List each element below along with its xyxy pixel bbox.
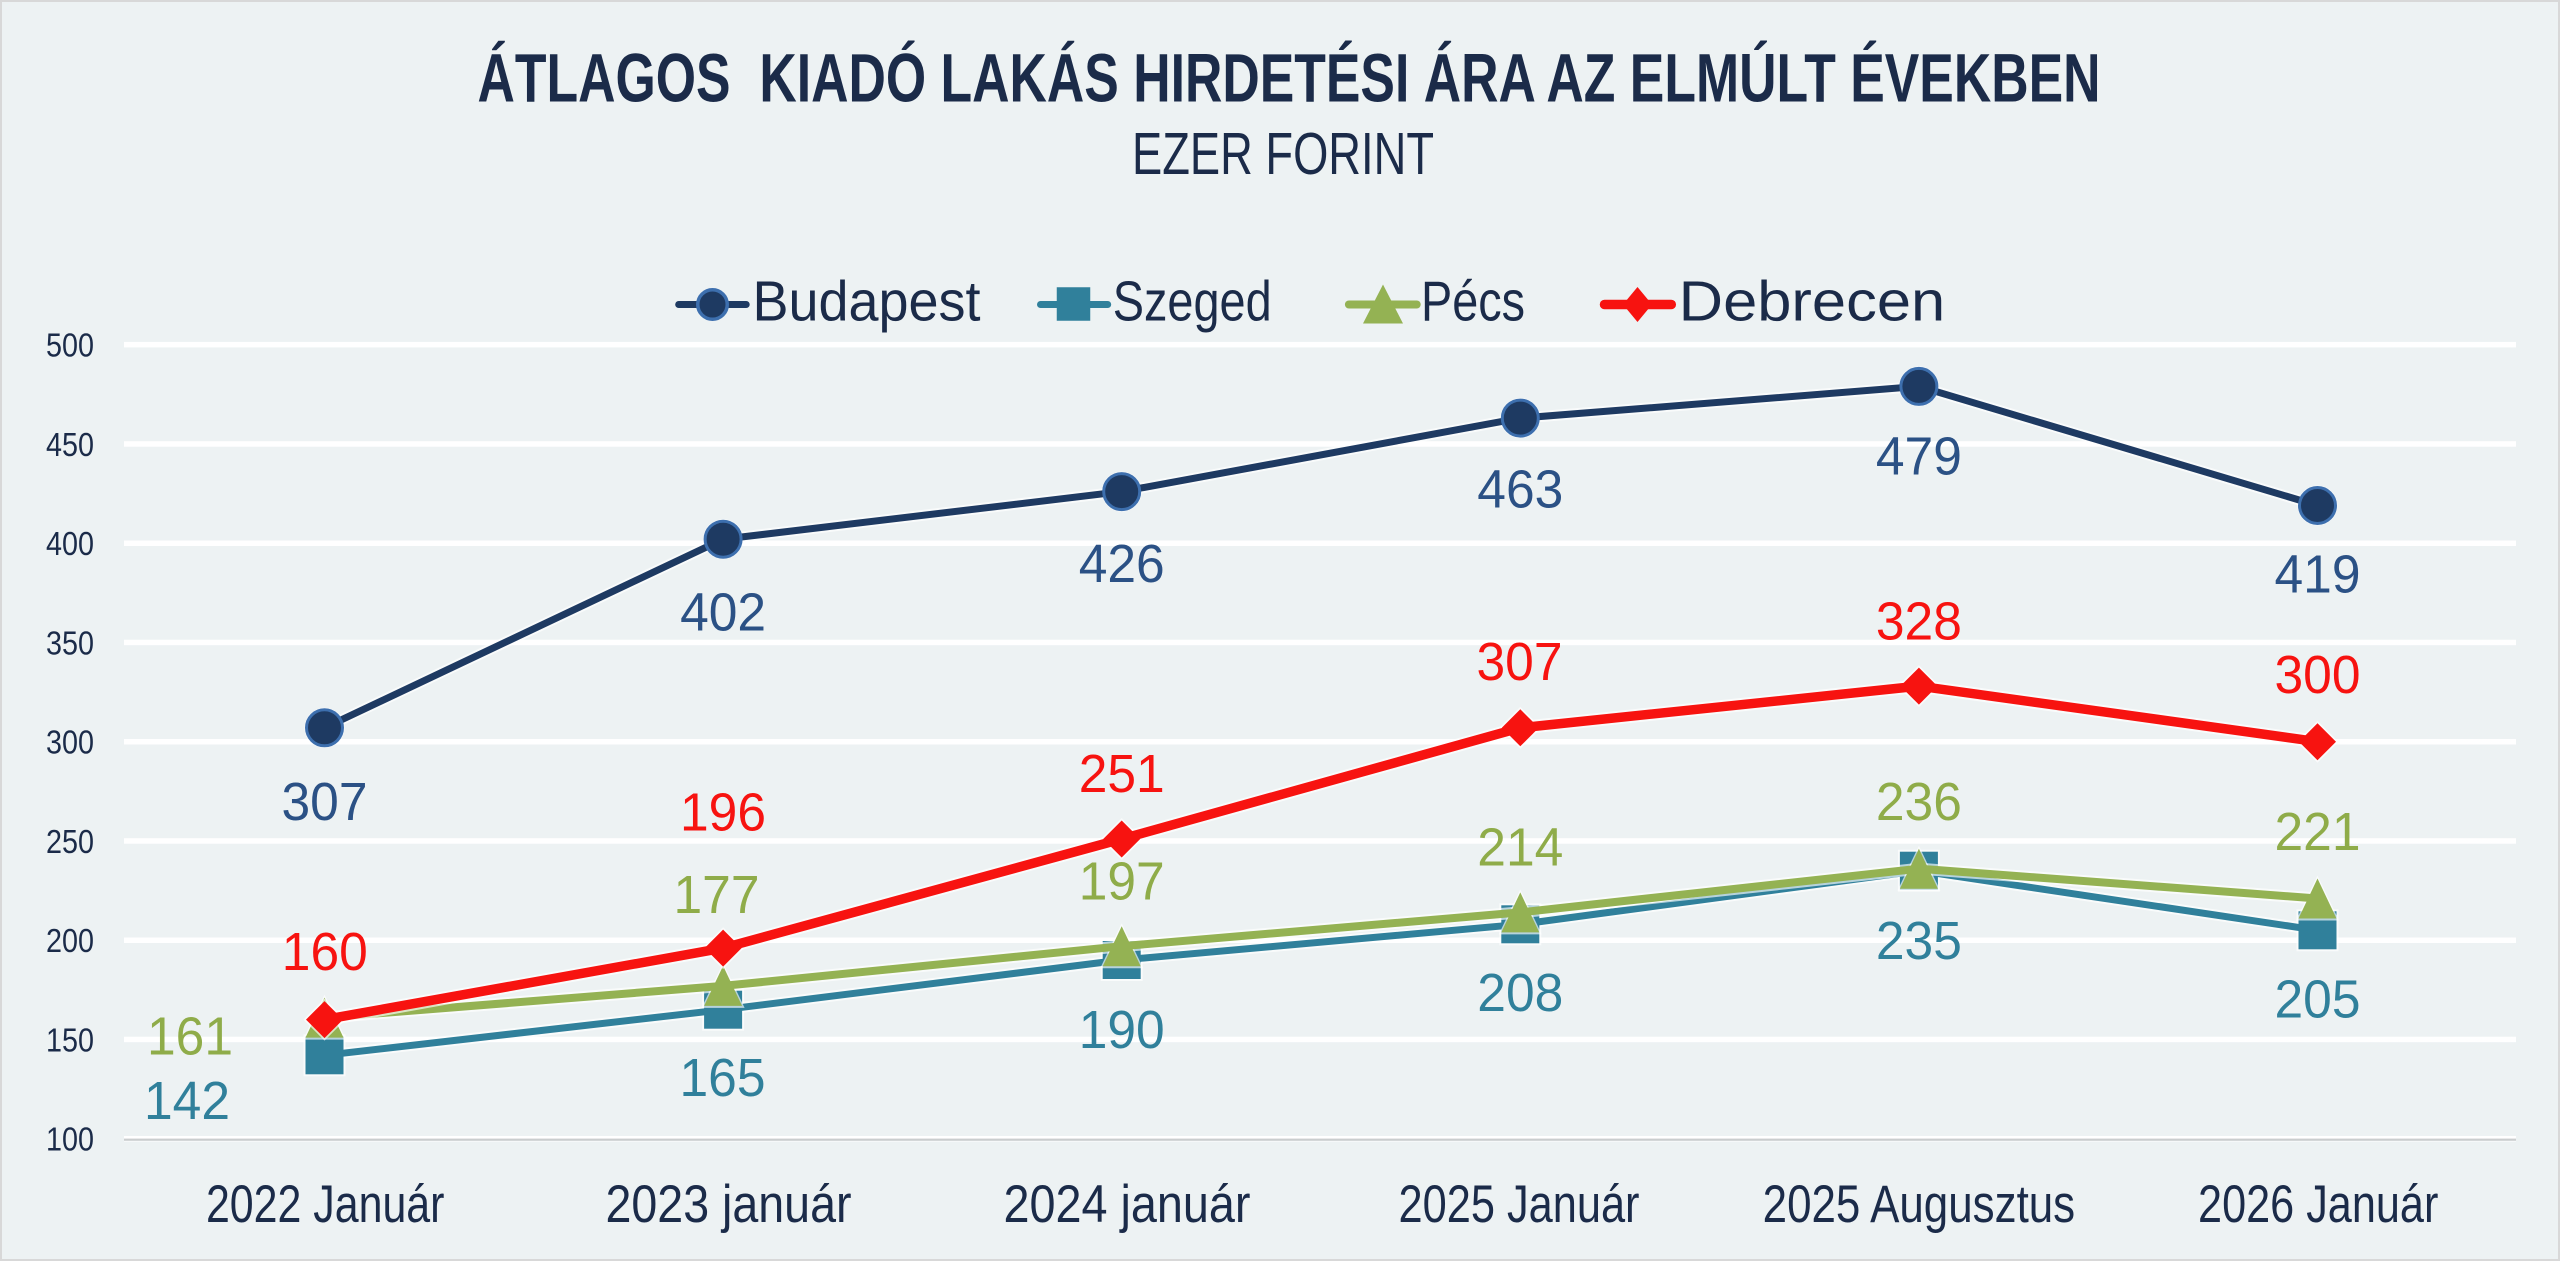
svg-text:100: 100 xyxy=(46,1121,94,1158)
svg-text:350: 350 xyxy=(46,625,94,662)
svg-text:235: 235 xyxy=(1876,911,1962,971)
svg-text:251: 251 xyxy=(1079,744,1165,804)
svg-text:Debrecen: Debrecen xyxy=(1679,270,1946,334)
svg-text:402: 402 xyxy=(680,583,766,643)
svg-text:Budapest: Budapest xyxy=(753,270,981,334)
svg-text:500: 500 xyxy=(46,327,94,364)
svg-text:Pécs: Pécs xyxy=(1421,270,1525,334)
svg-text:Szeged: Szeged xyxy=(1113,270,1272,334)
svg-text:161: 161 xyxy=(147,1007,233,1067)
svg-text:221: 221 xyxy=(2275,802,2361,862)
svg-text:300: 300 xyxy=(46,724,94,761)
svg-text:300: 300 xyxy=(2275,645,2361,705)
svg-text:307: 307 xyxy=(1477,632,1563,692)
svg-text:197: 197 xyxy=(1079,852,1165,912)
svg-text:400: 400 xyxy=(46,525,94,562)
svg-text:2025 Január: 2025 Január xyxy=(1399,1175,1640,1234)
svg-text:200: 200 xyxy=(46,922,94,959)
svg-text:205: 205 xyxy=(2275,969,2361,1029)
svg-text:236: 236 xyxy=(1876,772,1962,832)
svg-text:2023 január: 2023 január xyxy=(606,1175,852,1234)
svg-text:419: 419 xyxy=(2275,544,2361,604)
svg-text:250: 250 xyxy=(46,823,94,860)
svg-text:2025 Augusztus: 2025 Augusztus xyxy=(1763,1175,2076,1234)
svg-text:177: 177 xyxy=(674,865,760,925)
svg-text:ÁTLAGOS KIADÓ LAKÁS HIRDETÉSI: ÁTLAGOS KIADÓ LAKÁS HIRDETÉSI ÁRA AZ ELM… xyxy=(478,40,2101,117)
svg-text:328: 328 xyxy=(1876,592,1962,652)
svg-text:150: 150 xyxy=(46,1022,94,1059)
svg-text:307: 307 xyxy=(282,772,368,832)
svg-text:463: 463 xyxy=(1477,459,1563,519)
svg-text:450: 450 xyxy=(46,426,94,463)
svg-text:426: 426 xyxy=(1079,534,1165,594)
svg-text:2026 Január: 2026 Január xyxy=(2198,1175,2438,1234)
svg-text:196: 196 xyxy=(680,783,766,843)
svg-text:165: 165 xyxy=(680,1048,766,1108)
svg-text:2022 Január: 2022 Január xyxy=(206,1175,445,1234)
svg-text:190: 190 xyxy=(1079,1000,1165,1060)
svg-text:142: 142 xyxy=(144,1071,230,1131)
svg-text:479: 479 xyxy=(1876,426,1962,486)
svg-text:EZER FORINT: EZER FORINT xyxy=(1132,121,1434,187)
svg-text:208: 208 xyxy=(1477,963,1563,1023)
svg-text:2024 január: 2024 január xyxy=(1004,1175,1251,1234)
svg-text:160: 160 xyxy=(282,922,368,982)
svg-text:214: 214 xyxy=(1477,817,1563,877)
